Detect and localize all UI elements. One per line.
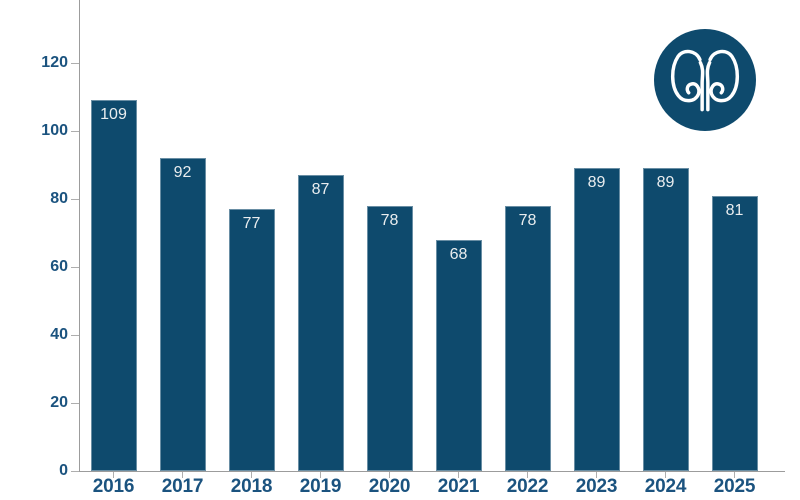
y-tick-label-0: 0 [59, 462, 68, 479]
x-tick-2017 [182, 472, 183, 478]
x-tick-label-2024: 2024 [644, 476, 687, 497]
y-tick-80 [71, 198, 79, 200]
bar-value-label-2021: 68 [449, 245, 468, 263]
bar-value-label-2016: 109 [100, 106, 127, 124]
y-axis-line [79, 0, 80, 471]
x-tick-2016 [113, 472, 114, 478]
y-tick-40 [71, 334, 79, 336]
bar-2020: 78 [366, 205, 413, 471]
bar-value-label-2025: 81 [725, 201, 744, 219]
y-tick-label-100: 100 [41, 122, 68, 139]
bar-2019: 87 [297, 175, 344, 471]
bar-value-label-2017: 92 [173, 164, 192, 182]
x-tick-2020 [389, 472, 390, 478]
x-tick-2024 [665, 472, 666, 478]
x-tick-label-2016: 2016 [92, 476, 135, 497]
x-tick-2018 [251, 472, 252, 478]
y-tick-label-20: 20 [50, 394, 68, 411]
x-axis-line [79, 471, 785, 472]
y-tick-100 [71, 130, 79, 132]
bar-2023: 89 [573, 168, 620, 471]
x-tick-label-2023: 2023 [575, 476, 618, 497]
y-tick-label-80: 80 [50, 190, 68, 207]
x-tick-label-2019: 2019 [299, 476, 342, 497]
x-tick-label-2017: 2017 [161, 476, 204, 497]
x-tick-label-2025: 2025 [713, 476, 756, 497]
y-tick-60 [71, 266, 79, 268]
bar-2017: 92 [159, 158, 206, 471]
bar-value-label-2020: 78 [380, 211, 399, 229]
y-tick-label-40: 40 [50, 326, 68, 343]
bar-2018: 77 [228, 209, 275, 471]
bar-value-label-2018: 77 [242, 215, 261, 233]
y-tick-120 [71, 62, 79, 64]
y-tick-0 [71, 470, 79, 472]
y-tick-20 [71, 402, 79, 404]
bar-2016: 109 [90, 100, 137, 471]
bar-value-label-2024: 89 [656, 174, 675, 192]
x-tick-2023 [596, 472, 597, 478]
x-tick-2022 [527, 472, 528, 478]
bar-value-label-2022: 78 [518, 211, 537, 229]
bar-2021: 68 [435, 239, 482, 471]
bar-value-label-2023: 89 [587, 174, 606, 192]
x-tick-label-2022: 2022 [506, 476, 549, 497]
x-tick-label-2021: 2021 [437, 476, 480, 497]
bar-2024: 89 [642, 168, 689, 471]
kidneys-icon-badge [654, 29, 756, 131]
bar-2022: 78 [504, 205, 551, 471]
y-tick-label-120: 120 [41, 54, 68, 71]
kidneys-icon [670, 49, 740, 112]
x-tick-label-2018: 2018 [230, 476, 273, 497]
y-tick-label-60: 60 [50, 258, 68, 275]
bar-2025: 81 [711, 195, 758, 471]
x-tick-label-2020: 2020 [368, 476, 411, 497]
x-tick-2025 [734, 472, 735, 478]
x-tick-2019 [320, 472, 321, 478]
x-tick-2021 [458, 472, 459, 478]
bar-value-label-2019: 87 [311, 181, 330, 199]
